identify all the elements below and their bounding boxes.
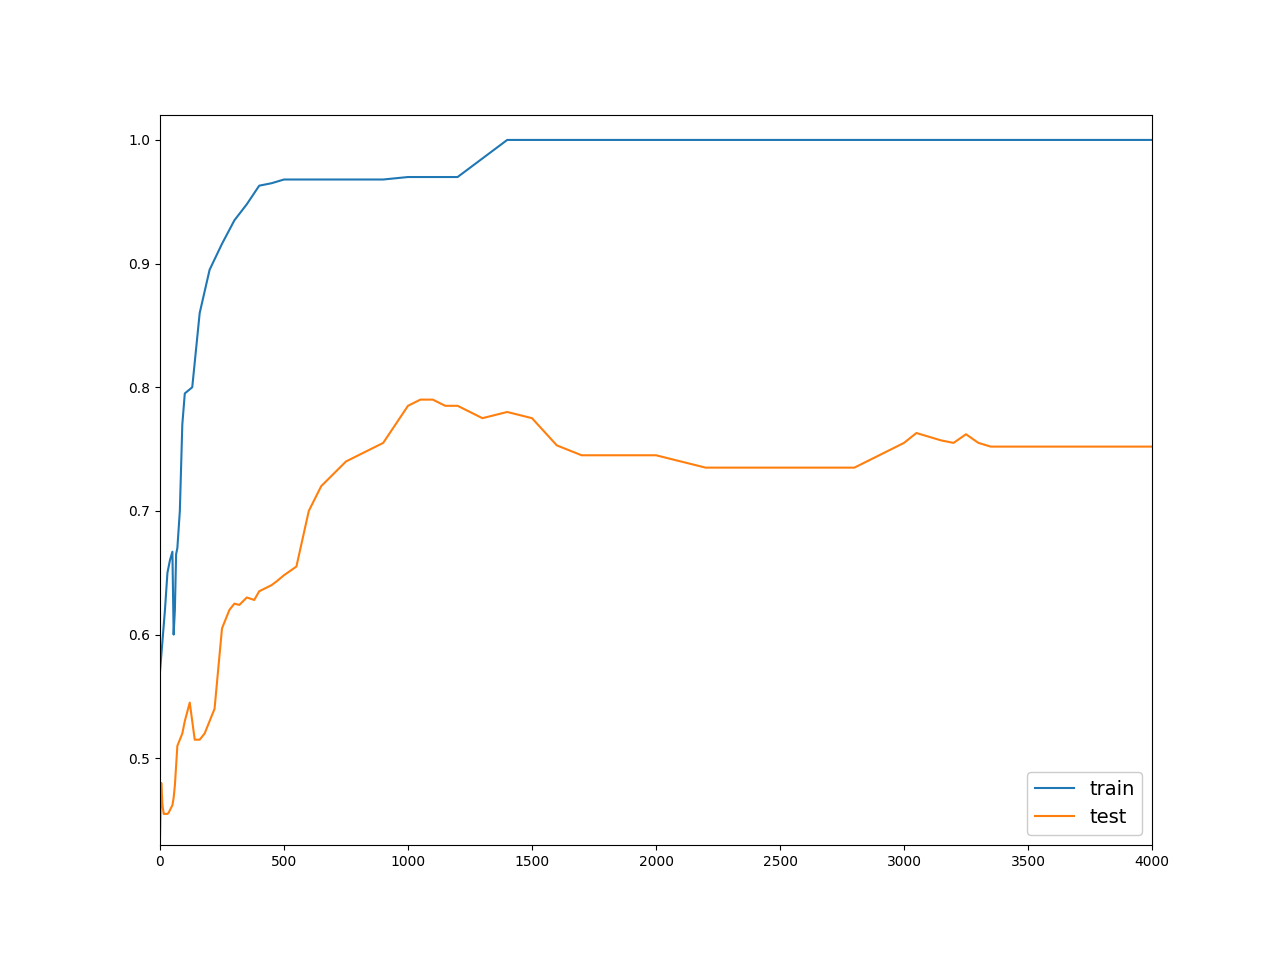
train [326, 174, 342, 185]
test [152, 833, 168, 845]
train [165, 546, 180, 558]
train [599, 134, 614, 146]
train [166, 629, 182, 640]
Line: test: test [160, 399, 1152, 839]
train [772, 134, 787, 146]
train [351, 174, 366, 185]
train [264, 178, 279, 189]
train [251, 180, 268, 191]
train [549, 134, 564, 146]
train [227, 214, 242, 226]
train [1144, 134, 1160, 146]
train [499, 134, 515, 146]
train [239, 199, 255, 210]
train [192, 307, 207, 319]
test [1144, 441, 1160, 452]
Line: train: train [160, 140, 1152, 672]
train [649, 134, 664, 146]
train [172, 505, 188, 516]
test [970, 437, 986, 448]
test [649, 449, 664, 461]
train [301, 174, 316, 185]
test [475, 413, 490, 424]
train [177, 388, 192, 399]
train [375, 174, 390, 185]
train [174, 419, 189, 430]
test [412, 394, 428, 405]
train [1020, 134, 1036, 146]
train [168, 604, 183, 615]
test [573, 449, 589, 461]
train [152, 666, 168, 678]
train [214, 238, 229, 250]
train [155, 635, 170, 646]
test [499, 406, 515, 418]
train [276, 174, 292, 185]
train [169, 548, 184, 560]
Legend: train, test: train, test [1027, 772, 1142, 835]
train [170, 542, 186, 554]
train [202, 264, 218, 276]
train [160, 567, 175, 579]
train [401, 171, 416, 182]
train [573, 134, 589, 146]
train [451, 171, 466, 182]
train [157, 604, 173, 615]
train [163, 555, 178, 566]
test [301, 505, 316, 516]
train [896, 134, 911, 146]
train [184, 381, 200, 393]
